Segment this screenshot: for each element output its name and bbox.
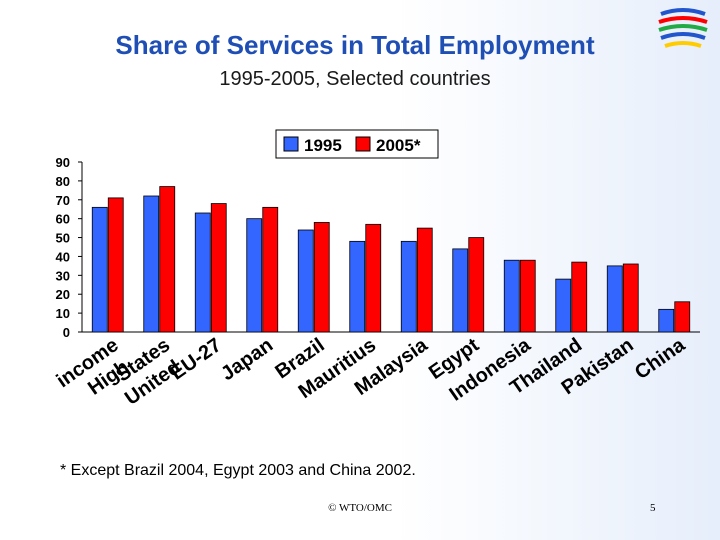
bar-2005-brazil: [313, 222, 330, 333]
category-label-group: Japan: [217, 334, 277, 385]
bar-2005-malaysia: [416, 227, 433, 333]
y-tick-label: 50: [56, 231, 70, 246]
legend-label-1995: 1995: [304, 136, 342, 155]
bar-1995-egypt: [452, 248, 469, 333]
bar-2005-indonesia: [519, 259, 536, 333]
chart-legend: 1995 2005*: [275, 129, 439, 159]
category-label: China: [631, 334, 690, 384]
y-tick-label: 20: [56, 287, 70, 302]
bar-2005-egypt: [468, 237, 485, 333]
y-tick-label: 30: [56, 268, 70, 283]
page-number: 5: [650, 502, 656, 514]
wto-logo-icon: [658, 8, 708, 48]
bar-1995-malaysia: [400, 240, 417, 333]
bar-2005-china: [674, 301, 691, 333]
y-tick-label: 80: [56, 174, 70, 189]
bar-2005-united-states: [159, 186, 176, 333]
bar-1995-mauritius: [349, 240, 366, 333]
bar-1995-thailand: [555, 278, 572, 333]
bar-1995-china: [658, 308, 675, 333]
y-tick-label: 40: [56, 249, 70, 264]
category-label: EU-27: [167, 334, 226, 385]
bar-2005-mauritius: [365, 223, 382, 333]
legend-swatch-2005: [355, 136, 371, 152]
y-tick-label: 60: [56, 212, 70, 227]
category-label-group: EU-27: [167, 334, 226, 385]
legend-swatch-1995: [283, 136, 299, 152]
bar-2005-japan: [262, 206, 279, 333]
bar-chart: 1995 2005* 0 10 20 30 40 50 60 70 80 90 incomeHig…: [53, 129, 700, 410]
y-tick-label: 0: [63, 325, 70, 340]
bar-1995-japan: [246, 218, 263, 333]
y-tick-label: 70: [56, 193, 70, 208]
bar-1995-brazil: [297, 229, 314, 333]
footnote: * Except Brazil 2004, Egypt 2003 and Chi…: [60, 462, 416, 479]
bar-2005-high-income: [107, 197, 124, 333]
bar-1995-eu-27: [194, 212, 211, 333]
bar-1995-high-income: [91, 206, 108, 333]
legend-label-2005: 2005*: [376, 136, 421, 155]
category-labels: incomeHighStatesUnitedEU-27JapanBrazilMa…: [53, 334, 690, 410]
copyright: © WTO/OMC: [328, 502, 392, 514]
bars: [91, 186, 691, 333]
category-label-group: China: [631, 334, 690, 384]
page-title: Share of Services in Total Employment: [115, 30, 595, 60]
y-tick-label: 10: [56, 306, 70, 321]
category-label: Japan: [217, 334, 277, 385]
bar-2005-eu-27: [210, 203, 227, 333]
bar-2005-pakistan: [622, 263, 639, 333]
y-axis: 0 10 20 30 40 50 60 70 80 90: [56, 155, 700, 340]
y-tick-label: 90: [56, 155, 70, 170]
bar-1995-indonesia: [503, 259, 520, 333]
bar-1995-pakistan: [606, 265, 623, 333]
page-subtitle: 1995-2005, Selected countries: [219, 68, 491, 90]
bar-2005-thailand: [571, 261, 588, 333]
bar-1995-united-states: [143, 195, 160, 333]
